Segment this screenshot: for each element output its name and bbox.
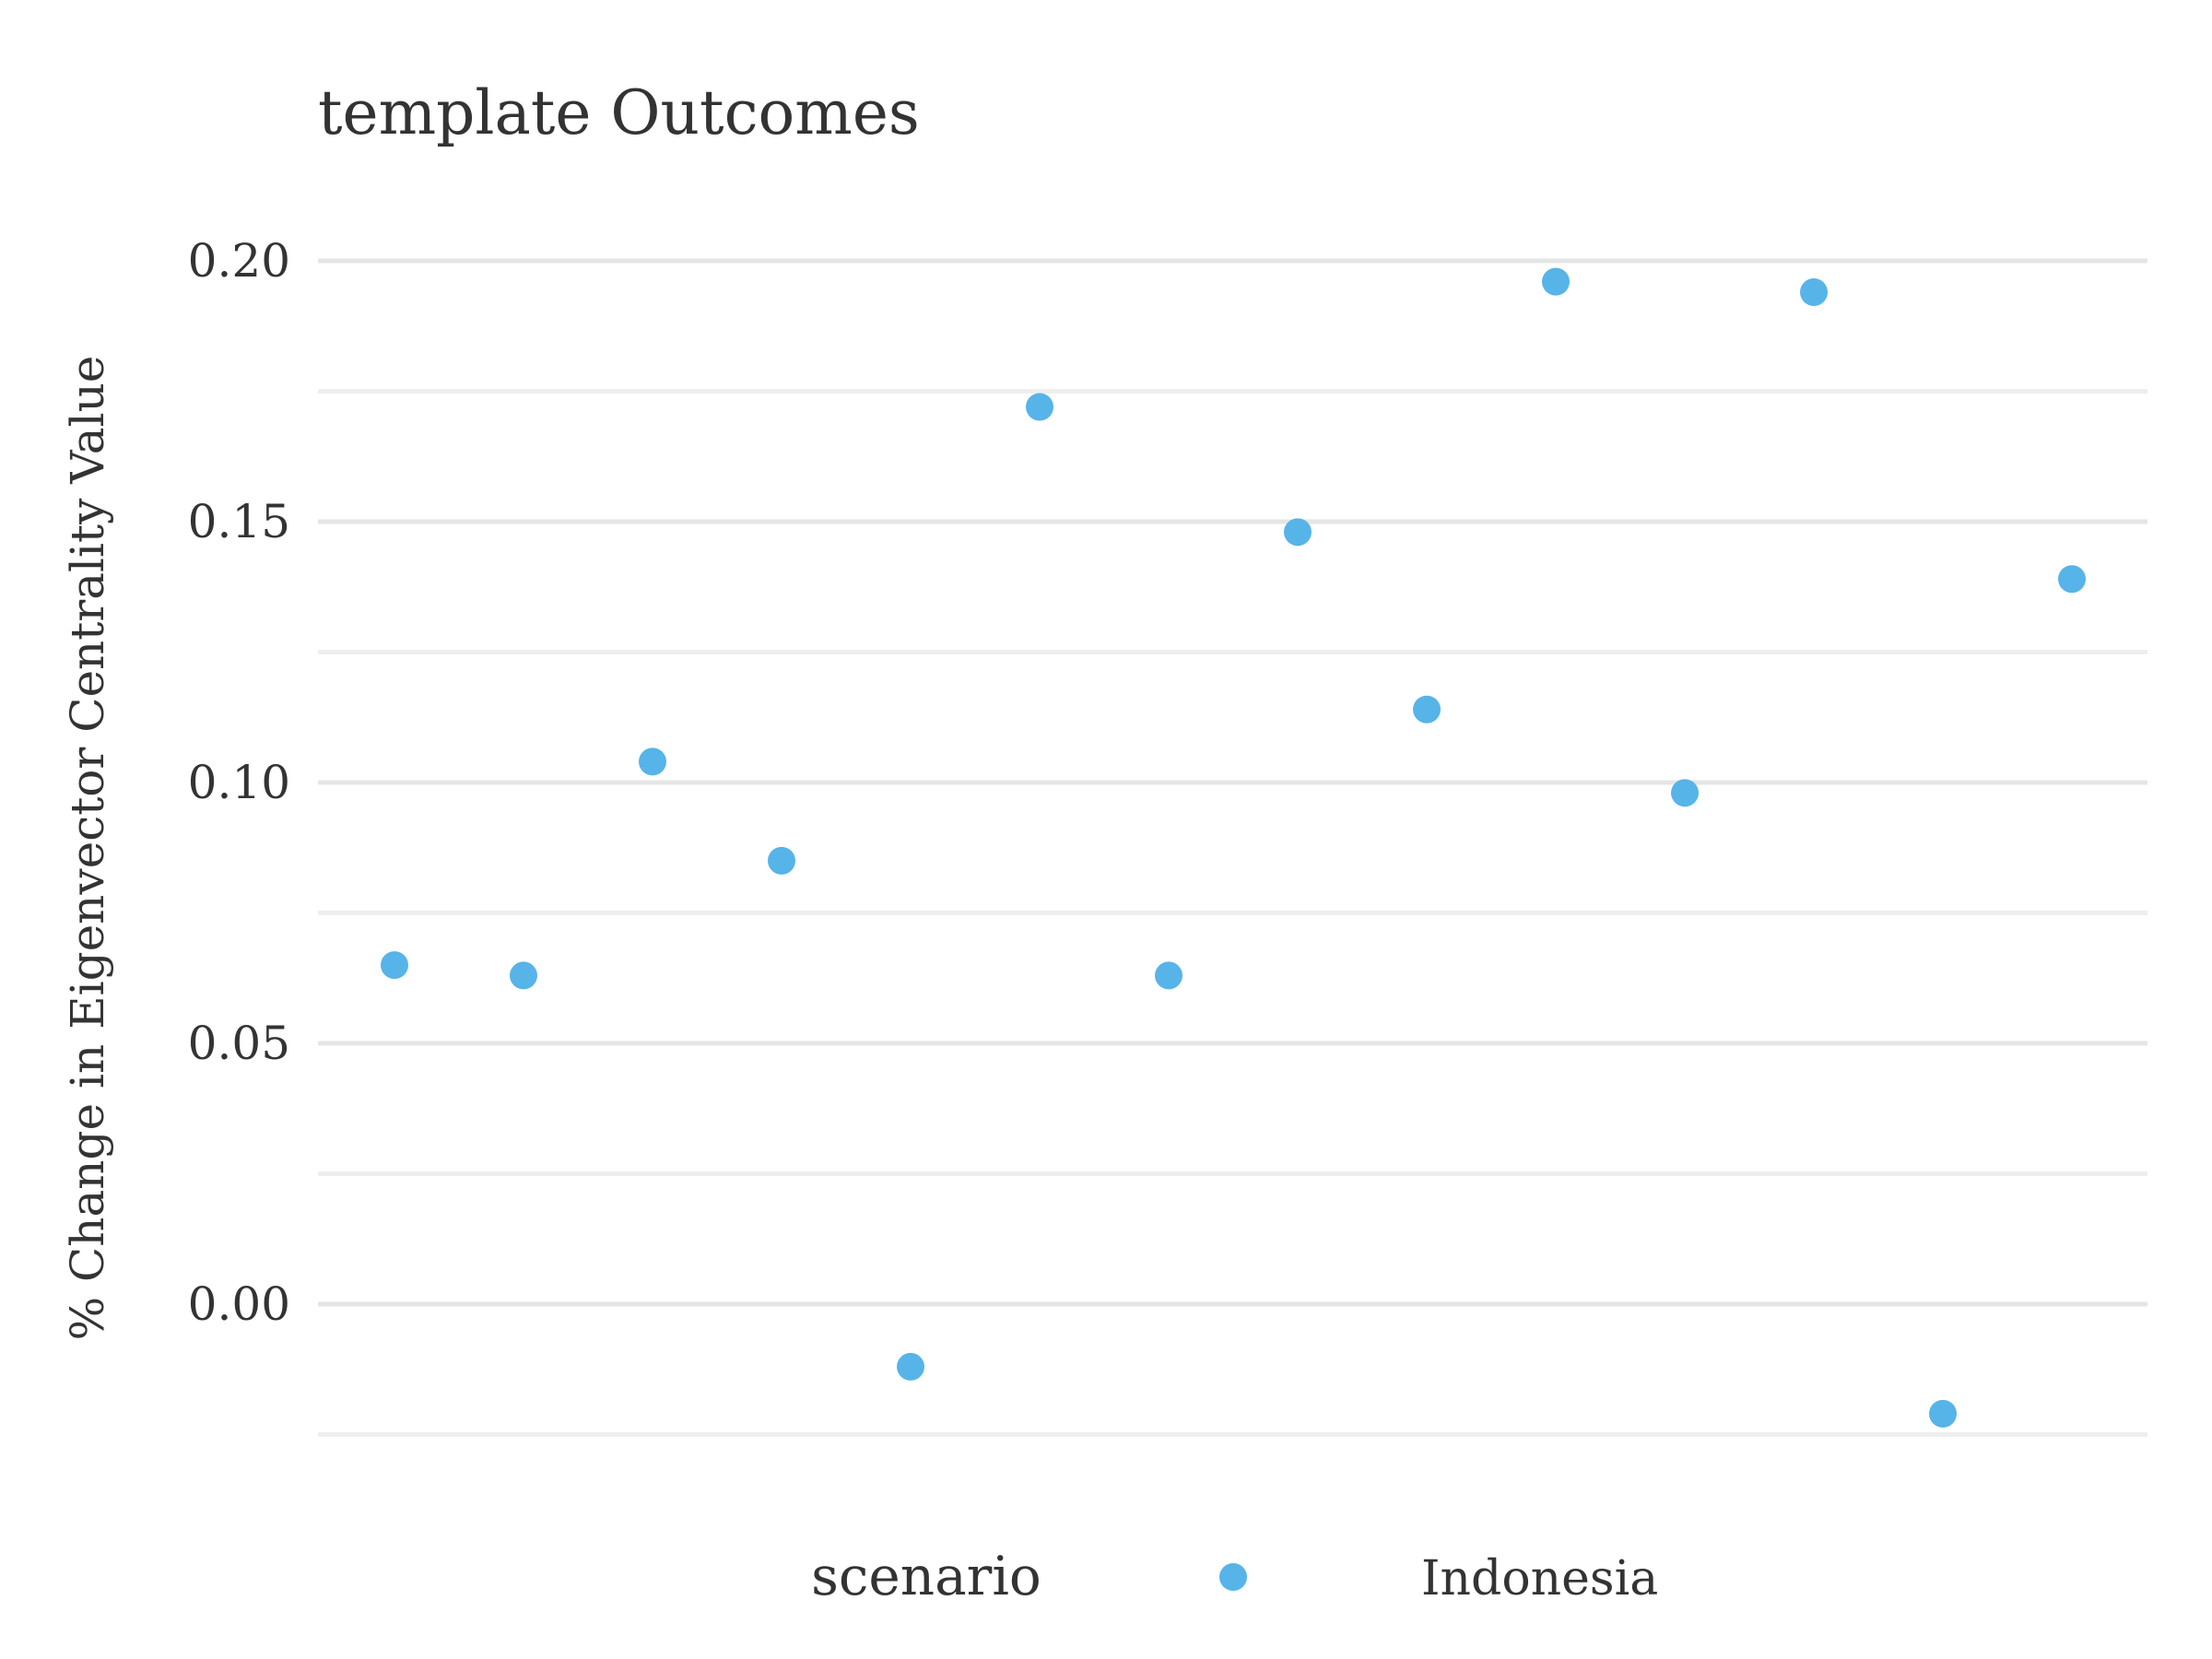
y-axis-ticks: 0.20 0.15 0.10 0.05 0.00 [188,234,290,1331]
data-point [897,1352,924,1381]
data-points [381,267,2086,1428]
data-point [2058,565,2086,594]
data-point [639,747,666,776]
data-point [1671,779,1699,807]
y-tick-label: 0.10 [188,756,290,809]
y-tick-label: 0.00 [188,1277,290,1331]
y-axis-title: % Change in Eigenvector Centrality Value [61,356,114,1341]
chart-title: template Outcomes [318,77,920,148]
y-tick-label: 0.20 [188,234,290,288]
data-point [1542,267,1570,296]
legend: scenario Indonesia [811,1545,1658,1607]
y-tick-label: 0.15 [188,495,290,548]
grid-lines [318,258,2147,1437]
legend-title: scenario [811,1545,1041,1607]
legend-key-indonesia [1219,1563,1247,1591]
data-point [768,846,795,875]
data-point [1284,518,1312,547]
legend-label-indonesia: Indonesia [1421,1551,1658,1606]
data-point [1929,1399,1957,1428]
data-point [381,951,408,980]
data-point [510,961,537,990]
data-point [1413,695,1441,724]
data-point [1155,961,1182,990]
data-point [1800,277,1828,306]
data-point [1026,393,1053,421]
y-tick-label: 0.05 [188,1017,290,1070]
